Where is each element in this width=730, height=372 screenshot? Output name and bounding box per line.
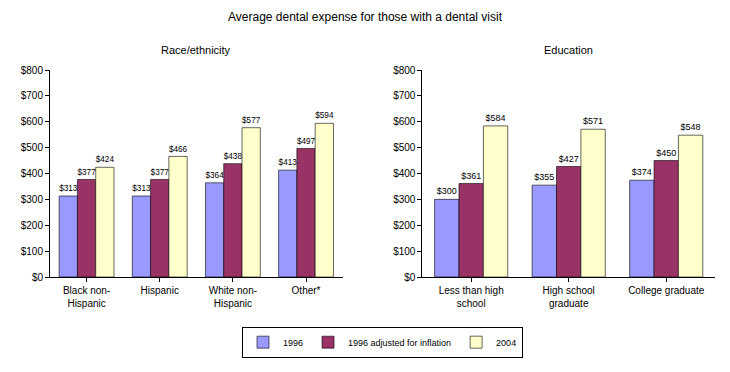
svg-text:$300: $300 [21,194,44,205]
svg-text:$100: $100 [21,246,44,257]
svg-text:$450: $450 [656,148,676,158]
svg-text:$313: $313 [132,184,151,193]
svg-text:Other*: Other* [292,285,321,296]
svg-text:$377: $377 [151,168,170,177]
svg-text:Race/ethnicity: Race/ethnicity [161,44,231,56]
svg-text:Average dental expense for tho: Average dental expense for those with a … [228,10,503,24]
svg-text:White non-Hispanic: White non-Hispanic [209,285,257,309]
svg-text:$400: $400 [393,168,416,179]
svg-text:$548: $548 [681,122,701,132]
svg-text:$466: $466 [169,145,188,154]
svg-text:$355: $355 [534,172,554,182]
svg-text:$300: $300 [437,186,457,196]
svg-text:$0: $0 [404,272,416,283]
svg-text:$700: $700 [393,90,416,101]
svg-text:$600: $600 [393,116,416,127]
svg-text:$413: $413 [279,158,298,167]
svg-text:$577: $577 [242,116,261,125]
svg-text:Hispanic: Hispanic [141,285,179,296]
svg-text:$361: $361 [461,171,481,181]
svg-text:Education: Education [544,44,593,56]
svg-text:1996 adjusted for inflation: 1996 adjusted for inflation [348,338,451,348]
svg-text:$100: $100 [393,246,416,257]
svg-text:$500: $500 [393,142,416,153]
svg-text:$800: $800 [21,65,44,76]
svg-text:Less than highschool: Less than highschool [439,285,504,309]
svg-text:$374: $374 [632,167,652,177]
svg-text:$600: $600 [21,116,44,127]
svg-text:High schoolgraduate: High schoolgraduate [543,285,595,309]
svg-text:$800: $800 [393,65,416,76]
svg-text:$438: $438 [224,152,243,161]
svg-text:$594: $594 [315,111,334,120]
svg-text:$497: $497 [297,137,316,146]
svg-text:$427: $427 [559,154,579,164]
svg-text:$700: $700 [21,90,44,101]
svg-text:$200: $200 [21,220,44,231]
svg-text:2004: 2004 [496,338,516,348]
svg-text:$300: $300 [393,194,416,205]
svg-text:$584: $584 [486,113,506,123]
svg-text:$400: $400 [21,168,44,179]
svg-text:$313: $313 [59,184,78,193]
svg-text:$500: $500 [21,142,44,153]
svg-text:$571: $571 [583,116,603,126]
svg-text:$377: $377 [77,168,96,177]
svg-text:1996: 1996 [283,338,303,348]
svg-text:$364: $364 [205,171,224,180]
svg-text:$424: $424 [96,155,115,164]
svg-text:Black non-Hispanic: Black non-Hispanic [63,285,110,309]
svg-text:College graduate: College graduate [628,285,705,296]
svg-text:$0: $0 [32,272,44,283]
svg-text:$200: $200 [393,220,416,231]
